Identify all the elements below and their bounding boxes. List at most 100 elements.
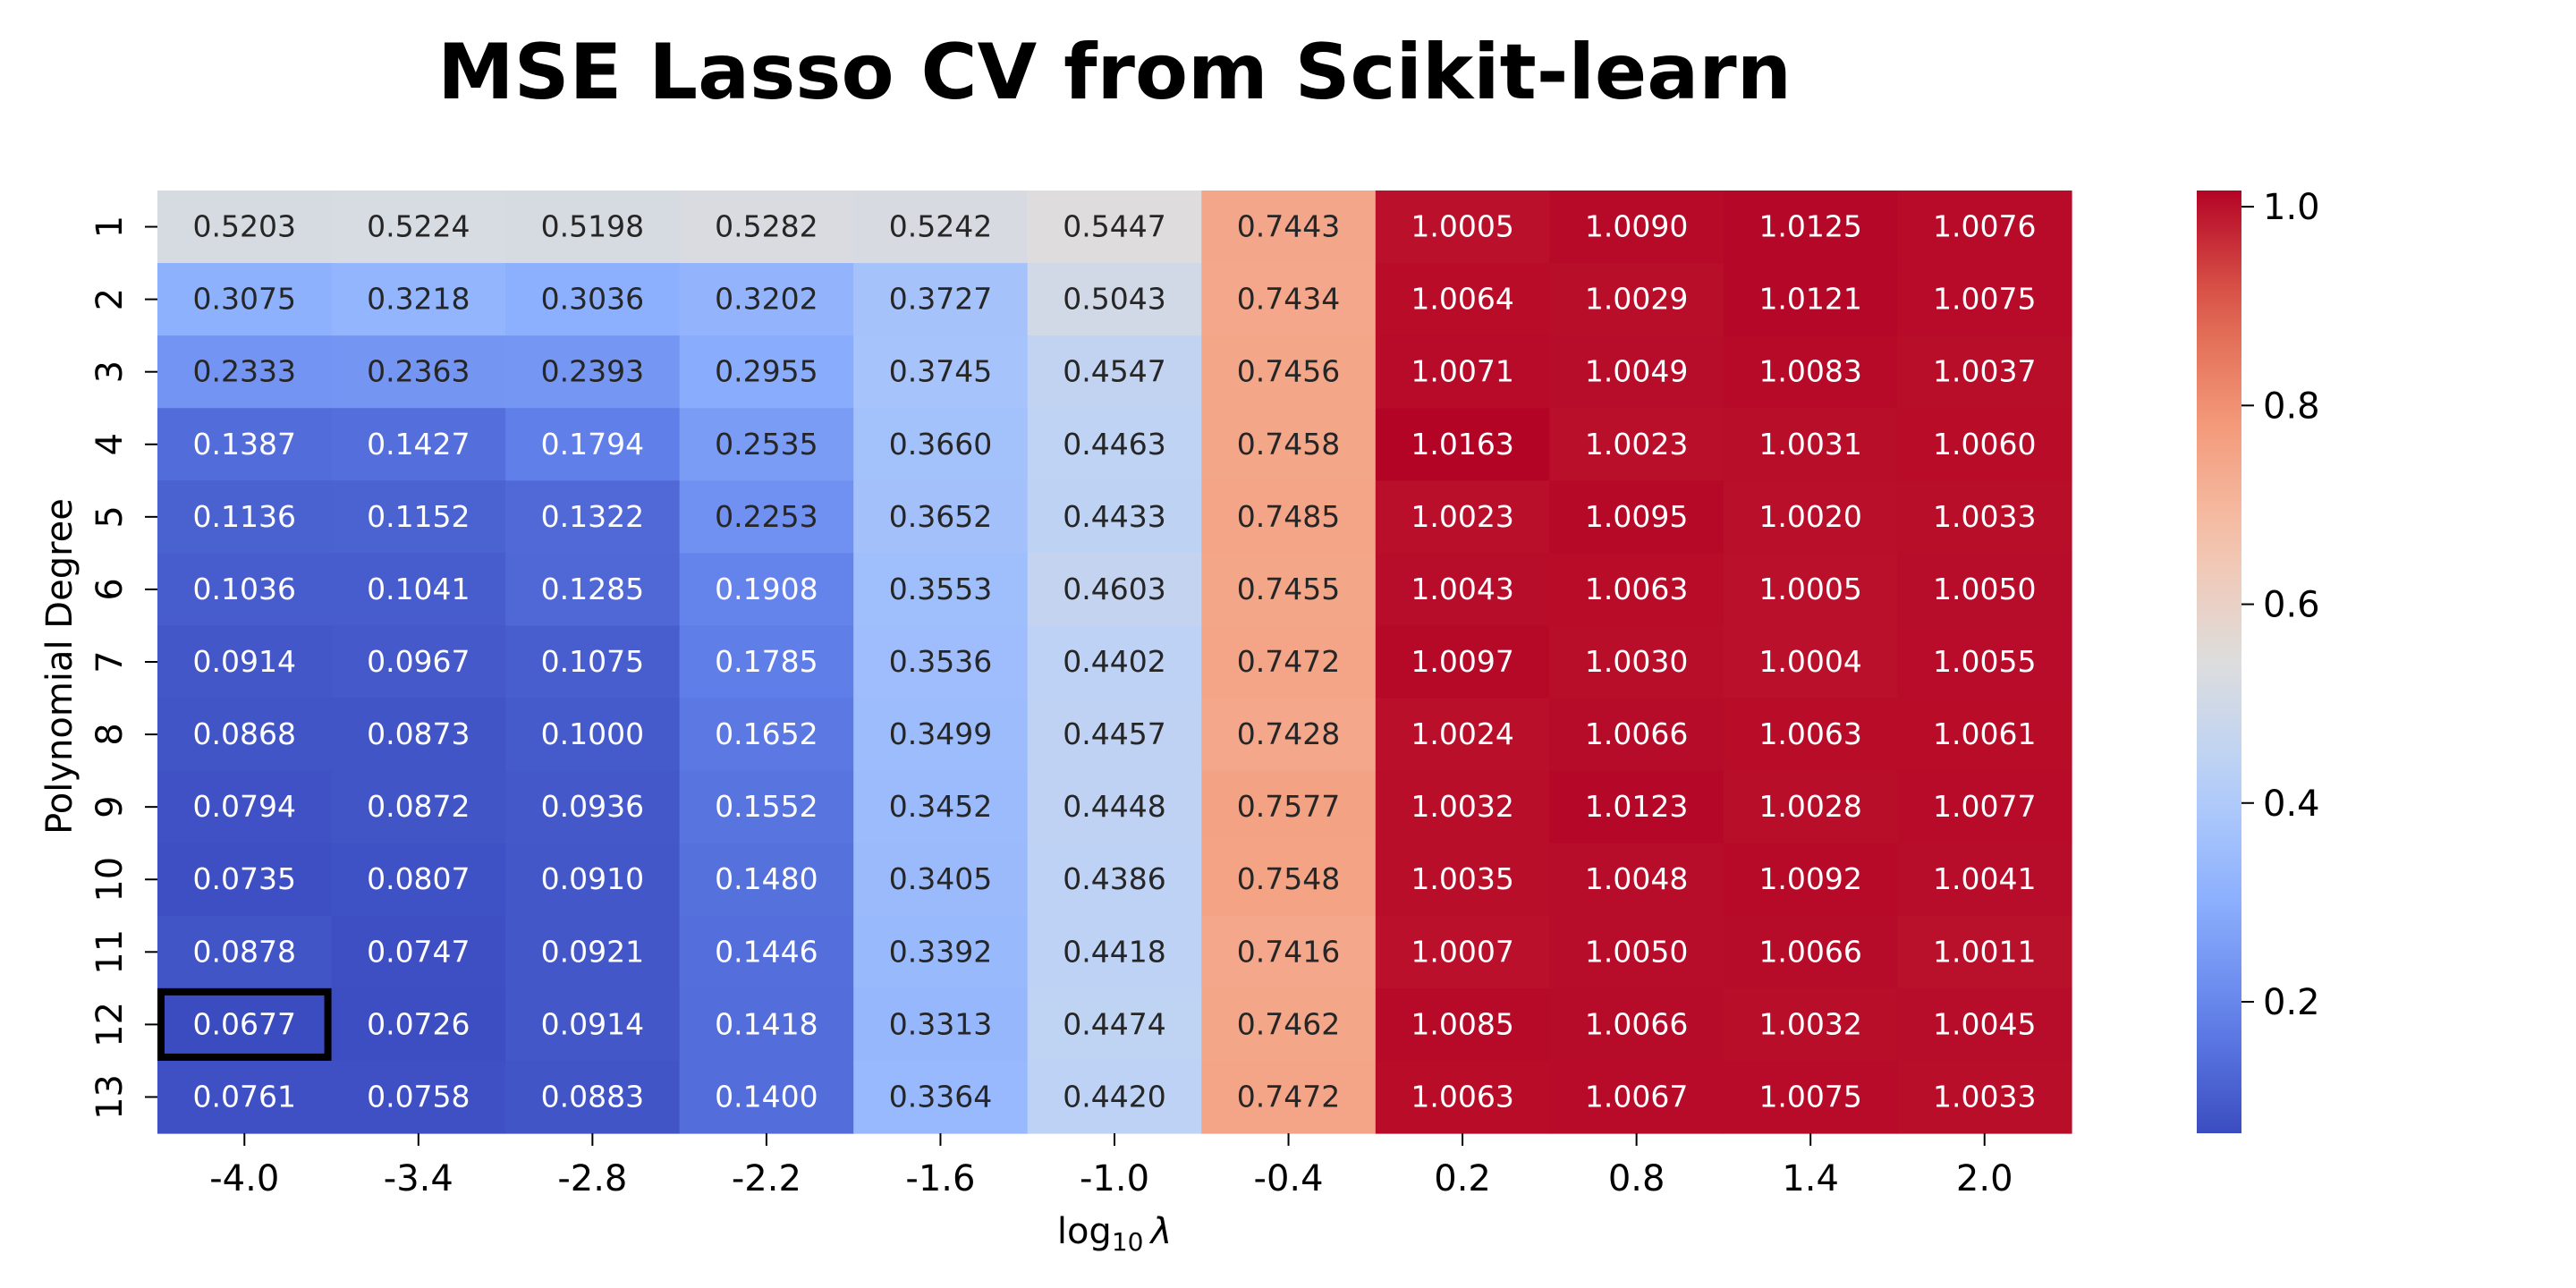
heatmap-cell — [505, 698, 681, 772]
cell-value-label: 1.0043 — [1411, 572, 1513, 606]
cell-value-label: 1.0075 — [1933, 282, 2036, 317]
cell-value-label: 0.1036 — [193, 572, 296, 606]
y-tick-label: 12 — [89, 1002, 131, 1047]
cell-value-label: 0.7485 — [1237, 499, 1340, 534]
cell-value-label: 0.0967 — [367, 644, 470, 679]
cell-value-label: 1.0048 — [1585, 861, 1688, 896]
cell-value-label: 0.0794 — [193, 789, 296, 824]
cell-value-label: 1.0066 — [1585, 716, 1688, 751]
cell-value-label: 0.7458 — [1237, 427, 1340, 462]
heatmap-cell — [1201, 770, 1377, 844]
cell-value-label: 0.7434 — [1237, 282, 1340, 317]
cell-value-label: 1.0011 — [1933, 934, 2036, 969]
heatmap-cell — [331, 770, 506, 844]
heatmap-cell — [1027, 191, 1202, 264]
cell-value-label: 0.0883 — [541, 1079, 644, 1114]
heatmap-cell — [1723, 1060, 1899, 1134]
heatmap-cell — [853, 987, 1029, 1062]
cell-value-label: 1.0005 — [1411, 209, 1513, 244]
cell-value-label: 0.0914 — [541, 1006, 644, 1041]
cell-value-label: 1.0066 — [1758, 934, 1861, 969]
heatmap-cell — [1549, 191, 1724, 264]
colorbar-ticks: 0.2 0.4 0.6 0.8 1.0 — [2241, 187, 2320, 1023]
heatmap-cell — [1201, 553, 1377, 627]
heatmap-cell — [853, 408, 1029, 481]
heatmap-cell — [505, 843, 681, 917]
cell-value-label: 1.0020 — [1758, 499, 1861, 534]
heatmap-cell — [1897, 191, 2072, 264]
heatmap-cell — [1201, 698, 1377, 772]
cell-value-label: 1.0125 — [1758, 209, 1861, 244]
heatmap-cell — [505, 553, 681, 627]
heatmap-cell — [505, 335, 681, 409]
cell-value-label: 1.0033 — [1933, 1079, 2036, 1114]
heatmap-cell — [157, 1060, 333, 1134]
heatmap-cell — [157, 191, 333, 264]
cell-value-label: 0.1652 — [715, 716, 818, 751]
y-tick-label: 11 — [89, 929, 131, 975]
heatmap-cell — [1897, 770, 2072, 844]
heatmap-cell — [331, 915, 506, 989]
heatmap-cell — [1027, 1060, 1202, 1134]
cell-value-label: 0.3202 — [715, 282, 818, 317]
heatmap-cell — [1375, 408, 1550, 481]
heatmap-cell — [1375, 987, 1550, 1062]
heatmap-cell — [1027, 408, 1202, 481]
heatmap-cell — [679, 915, 854, 989]
heatmap-cell — [1549, 770, 1724, 844]
heatmap-cell — [1375, 698, 1550, 772]
cell-value-label: 1.0123 — [1585, 789, 1688, 824]
heatmap-cell — [853, 915, 1029, 989]
heatmap-cell — [853, 698, 1029, 772]
cell-value-label: 0.4448 — [1063, 789, 1165, 824]
heatmap-cell — [157, 480, 333, 554]
colorbar-tick-label: 0.2 — [2263, 982, 2320, 1023]
heatmap-cell — [505, 191, 681, 264]
heatmap-cell — [1375, 263, 1550, 336]
cell-value-label: 0.1446 — [715, 934, 818, 969]
cell-value-label: 1.0037 — [1933, 354, 2036, 389]
heatmap-cell — [1897, 698, 2072, 772]
heatmap-cell — [1375, 335, 1550, 409]
cell-value-label: 0.0747 — [367, 934, 470, 969]
cell-value-label: 1.0097 — [1411, 644, 1513, 679]
cell-value-label: 1.0075 — [1758, 1079, 1861, 1114]
cell-value-label: 0.3036 — [541, 282, 644, 317]
heatmap-cell — [505, 915, 681, 989]
heatmap-cell — [1027, 480, 1202, 554]
heatmap-cell — [1723, 191, 1899, 264]
cell-value-label: 0.4420 — [1063, 1079, 1165, 1114]
x-tick-label: -4.0 — [209, 1158, 279, 1199]
heatmap-cell — [505, 770, 681, 844]
cell-value-label: 1.0050 — [1585, 934, 1688, 969]
heatmap-cell — [1549, 843, 1724, 917]
x-axis-ticks: -4.0 -3.4 -2.8 -2.2 -1.6 -1.0 -0.4 0.2 0.8 1.4 2.0 — [209, 1133, 2013, 1199]
cell-value-label: 0.3536 — [889, 644, 992, 679]
cell-value-label: 0.1322 — [541, 499, 644, 534]
y-tick-label: 8 — [89, 723, 131, 745]
heatmap-cell — [1897, 915, 2072, 989]
cell-value-label: 0.0878 — [193, 934, 296, 969]
heatmap-cell — [1201, 915, 1377, 989]
cell-value-label: 0.2955 — [715, 354, 818, 389]
cell-value-label: 1.0063 — [1758, 716, 1861, 751]
heatmap-cell — [853, 625, 1029, 699]
cell-value-label: 0.1387 — [193, 427, 296, 462]
heatmap-cell — [157, 625, 333, 699]
cell-value-label: 1.0030 — [1585, 644, 1688, 679]
heatmap-cell — [331, 480, 506, 554]
heatmap-cell — [853, 263, 1029, 336]
x-axis-label-subscript: 10 — [1112, 1227, 1144, 1257]
cell-value-label: 0.4603 — [1063, 572, 1165, 606]
colorbar-tick-label: 0.4 — [2263, 784, 2320, 825]
cell-value-label: 0.7416 — [1237, 934, 1340, 969]
cell-value-label: 0.5224 — [367, 209, 470, 244]
heatmap-cell — [1027, 263, 1202, 336]
heatmap-cell — [1201, 625, 1377, 699]
x-tick-label: 1.4 — [1782, 1158, 1839, 1199]
cell-value-label: 0.7443 — [1237, 209, 1340, 244]
cell-value-label: 0.0936 — [541, 789, 644, 824]
heatmap-cell — [331, 698, 506, 772]
cell-value-label: 1.0163 — [1411, 427, 1513, 462]
